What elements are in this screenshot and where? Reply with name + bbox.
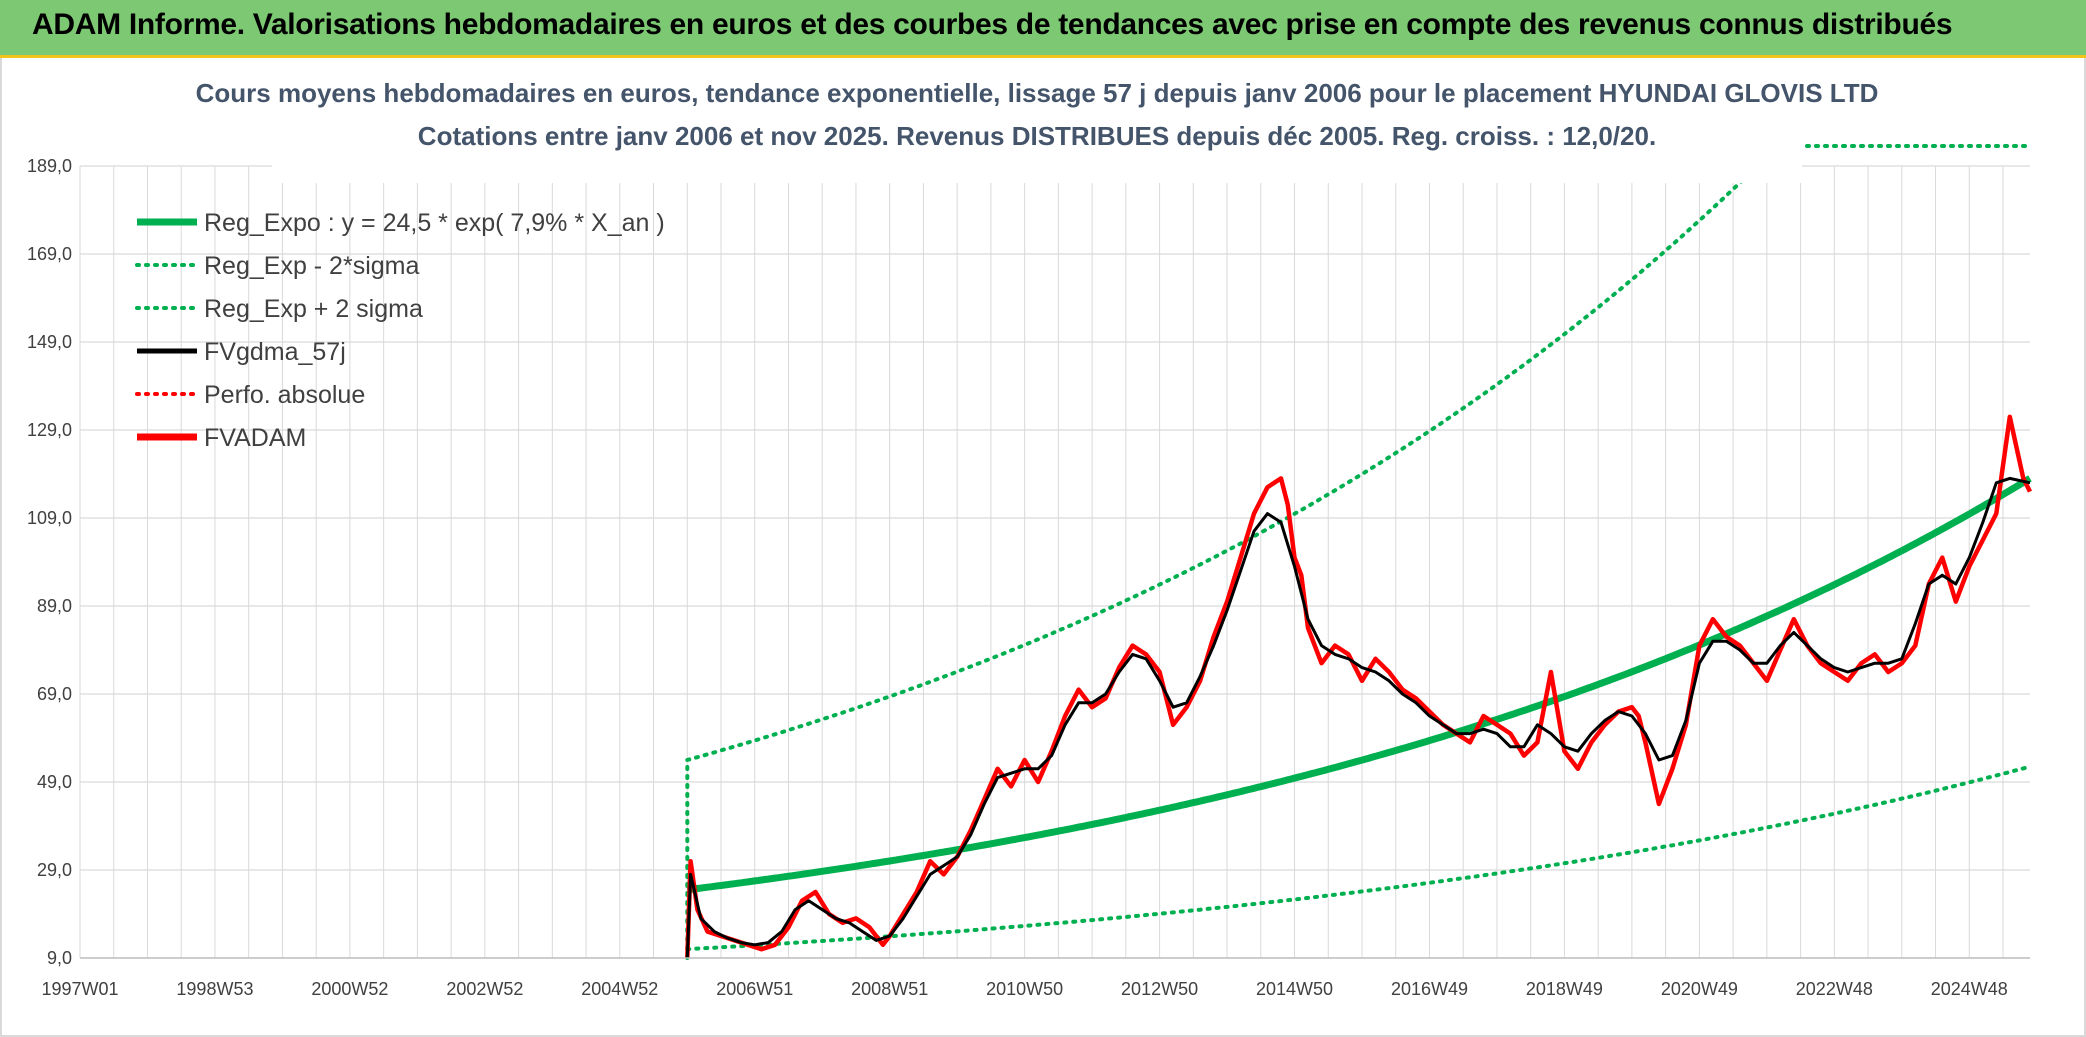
x-tick-label: 2024W48 — [1931, 979, 2008, 999]
y-tick-label: 189,0 — [27, 156, 72, 176]
series-reg-expo — [686, 475, 2032, 894]
x-tick-label: 2000W52 — [311, 979, 388, 999]
series-fvadam — [685, 414, 2033, 959]
x-tick-label: 2002W52 — [446, 979, 523, 999]
series-reg-exp-minus-2-sigma — [685, 764, 2032, 952]
legend-label: Reg_Exp - 2*sigma — [204, 252, 419, 280]
series-reg-exp-plus-2-sigma — [685, 164, 1759, 960]
legend-label: Reg_Exp + 2 sigma — [204, 295, 423, 323]
chart-title-line-2: Cotations entre janv 2006 et nov 2025. R… — [418, 121, 1656, 151]
price-trend-chart: 9,0 29,0 49,0 69,0 89,0 109,0 129,0 149,0 169,0 1… — [27, 68, 2033, 999]
series-layer — [685, 144, 2033, 960]
legend-label: FVgdma_57j — [204, 338, 346, 366]
x-tick-label: 2018W49 — [1526, 979, 1603, 999]
gridlines — [79, 165, 2030, 959]
y-tick-label: 9,0 — [47, 948, 72, 968]
series-fvgdma-57j — [685, 476, 2031, 959]
y-tick-label: 149,0 — [27, 332, 72, 352]
y-tick-label: 169,0 — [27, 244, 72, 264]
y-tick-label: 89,0 — [37, 596, 72, 616]
report-banner: ADAM Informe. Valorisations hebdomadaire… — [0, 0, 2086, 58]
x-tick-label: 2016W49 — [1391, 979, 1468, 999]
axes: 9,0 29,0 49,0 69,0 89,0 109,0 129,0 149,0 169,0 1… — [27, 156, 2030, 999]
legend-label: Reg_Expo : y = 24,5 * exp( 7,9% * X_an ) — [204, 209, 665, 237]
x-tick-label: 1998W53 — [176, 979, 253, 999]
x-tick-label: 2012W50 — [1121, 979, 1198, 999]
x-tick-label: 2014W50 — [1256, 979, 1333, 999]
y-tick-label: 109,0 — [27, 508, 72, 528]
chart-title-line-1: Cours moyens hebdomadaires en euros, ten… — [196, 78, 1879, 108]
y-tick-label: 29,0 — [37, 860, 72, 880]
x-tick-label: 2008W51 — [851, 979, 928, 999]
x-tick-label: 2010W50 — [986, 979, 1063, 999]
x-tick-label: 2022W48 — [1796, 979, 1873, 999]
x-tick-label: 2006W51 — [716, 979, 793, 999]
x-tick-label: 2004W52 — [581, 979, 658, 999]
banner-title: ADAM Informe. Valorisations hebdomadaire… — [32, 8, 1953, 41]
x-tick-label: 1997W01 — [41, 979, 118, 999]
x-tick-label: 2020W49 — [1661, 979, 1738, 999]
chart-frame: 9,0 29,0 49,0 69,0 89,0 109,0 129,0 149,0 169,0 1… — [0, 58, 2086, 1037]
legend-label: Perfo. absolue — [204, 381, 365, 409]
legend-label: FVADAM — [204, 424, 306, 452]
y-tick-label: 49,0 — [37, 772, 72, 792]
title-backdrop — [272, 68, 1802, 183]
legend: Reg_Expo : y = 24,5 * exp( 7,9% * X_an )… — [135, 209, 665, 452]
y-tick-label: 69,0 — [37, 684, 72, 704]
y-tick-label: 129,0 — [27, 420, 72, 440]
